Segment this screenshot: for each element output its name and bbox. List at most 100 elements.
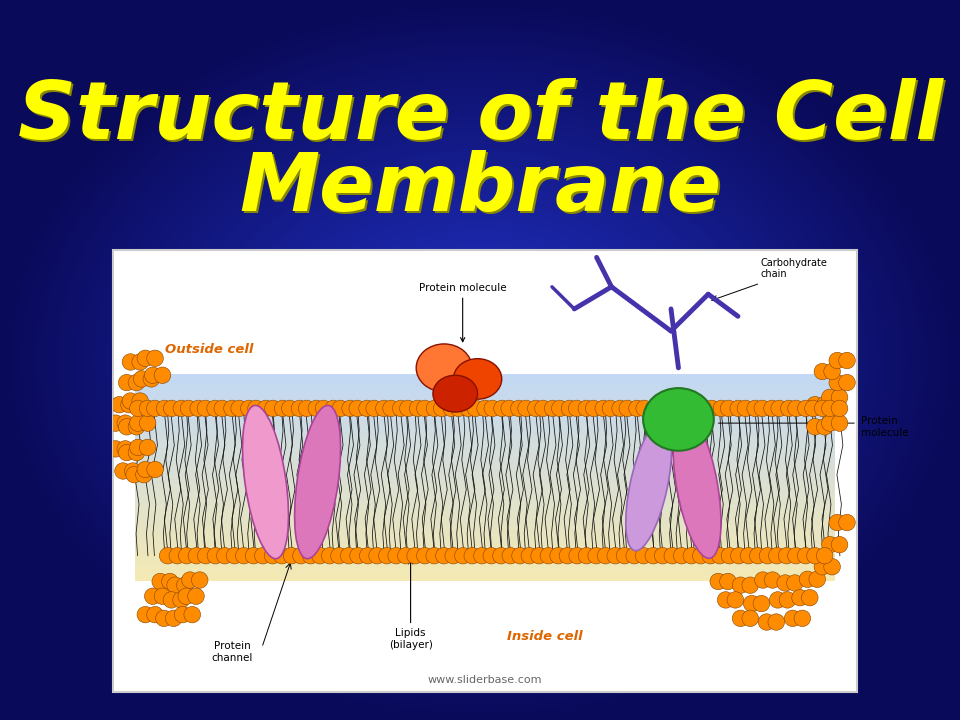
Circle shape	[156, 400, 173, 417]
Circle shape	[139, 400, 156, 417]
Circle shape	[562, 400, 578, 417]
Circle shape	[444, 547, 462, 564]
Circle shape	[779, 547, 795, 564]
Circle shape	[680, 400, 696, 417]
Circle shape	[517, 400, 535, 417]
Circle shape	[550, 547, 566, 564]
Circle shape	[636, 400, 653, 417]
Circle shape	[721, 547, 737, 564]
Circle shape	[559, 547, 576, 564]
Circle shape	[275, 400, 291, 417]
Circle shape	[180, 400, 197, 417]
Ellipse shape	[453, 359, 502, 399]
Circle shape	[839, 514, 855, 531]
Circle shape	[814, 400, 831, 417]
Circle shape	[227, 547, 243, 564]
Circle shape	[655, 547, 671, 564]
Circle shape	[175, 606, 191, 623]
Text: Outside cell: Outside cell	[165, 343, 253, 356]
Circle shape	[743, 595, 760, 612]
Circle shape	[155, 588, 171, 605]
Circle shape	[118, 444, 135, 461]
Circle shape	[780, 592, 796, 608]
Circle shape	[597, 547, 613, 564]
Circle shape	[501, 400, 517, 417]
Circle shape	[806, 418, 824, 435]
Circle shape	[407, 547, 423, 564]
Circle shape	[777, 575, 794, 591]
Circle shape	[769, 547, 785, 564]
Circle shape	[822, 389, 838, 405]
Circle shape	[206, 400, 224, 417]
Circle shape	[831, 400, 848, 417]
Circle shape	[324, 400, 342, 417]
Circle shape	[464, 547, 481, 564]
Circle shape	[511, 400, 527, 417]
Circle shape	[540, 547, 557, 564]
Circle shape	[531, 547, 547, 564]
Circle shape	[673, 547, 690, 564]
Circle shape	[257, 400, 274, 417]
Circle shape	[315, 400, 332, 417]
Circle shape	[165, 610, 182, 626]
Text: Protein molecule: Protein molecule	[419, 282, 507, 342]
Circle shape	[137, 350, 154, 366]
Circle shape	[291, 400, 308, 417]
Circle shape	[822, 400, 838, 417]
Circle shape	[742, 577, 758, 593]
Circle shape	[502, 547, 518, 564]
Circle shape	[409, 400, 426, 417]
Circle shape	[132, 393, 149, 409]
Ellipse shape	[295, 405, 341, 559]
Circle shape	[816, 547, 833, 564]
Circle shape	[349, 400, 366, 417]
Circle shape	[111, 397, 128, 413]
Circle shape	[784, 610, 801, 626]
Bar	[113, 250, 857, 692]
Circle shape	[512, 547, 528, 564]
Circle shape	[626, 547, 642, 564]
Circle shape	[788, 400, 804, 417]
Circle shape	[426, 400, 443, 417]
Circle shape	[768, 613, 784, 630]
Circle shape	[433, 400, 450, 417]
Circle shape	[436, 547, 452, 564]
Text: Membrane: Membrane	[239, 150, 721, 228]
Circle shape	[152, 573, 169, 590]
Circle shape	[616, 547, 633, 564]
Circle shape	[117, 441, 133, 457]
Circle shape	[831, 389, 848, 405]
Circle shape	[829, 352, 846, 369]
Circle shape	[839, 352, 855, 369]
Circle shape	[824, 364, 840, 379]
Circle shape	[720, 573, 736, 590]
Circle shape	[230, 400, 248, 417]
Circle shape	[264, 547, 281, 564]
Circle shape	[145, 588, 161, 605]
Circle shape	[586, 400, 602, 417]
Circle shape	[798, 547, 814, 564]
Circle shape	[578, 400, 594, 417]
Circle shape	[804, 400, 821, 417]
Circle shape	[121, 397, 137, 413]
Circle shape	[730, 400, 747, 417]
Circle shape	[265, 400, 281, 417]
Circle shape	[369, 547, 385, 564]
Circle shape	[758, 613, 775, 630]
Circle shape	[696, 400, 713, 417]
Circle shape	[568, 400, 585, 417]
Circle shape	[450, 400, 467, 417]
Circle shape	[241, 400, 257, 417]
Ellipse shape	[673, 413, 721, 559]
Circle shape	[342, 400, 358, 417]
Circle shape	[535, 400, 551, 417]
Circle shape	[341, 547, 357, 564]
Circle shape	[130, 415, 146, 431]
Circle shape	[132, 354, 149, 370]
Circle shape	[177, 577, 193, 593]
Circle shape	[159, 547, 176, 564]
Circle shape	[125, 463, 141, 480]
Circle shape	[527, 400, 544, 417]
Text: www.sliderbase.com: www.sliderbase.com	[428, 675, 542, 685]
Ellipse shape	[626, 420, 672, 551]
